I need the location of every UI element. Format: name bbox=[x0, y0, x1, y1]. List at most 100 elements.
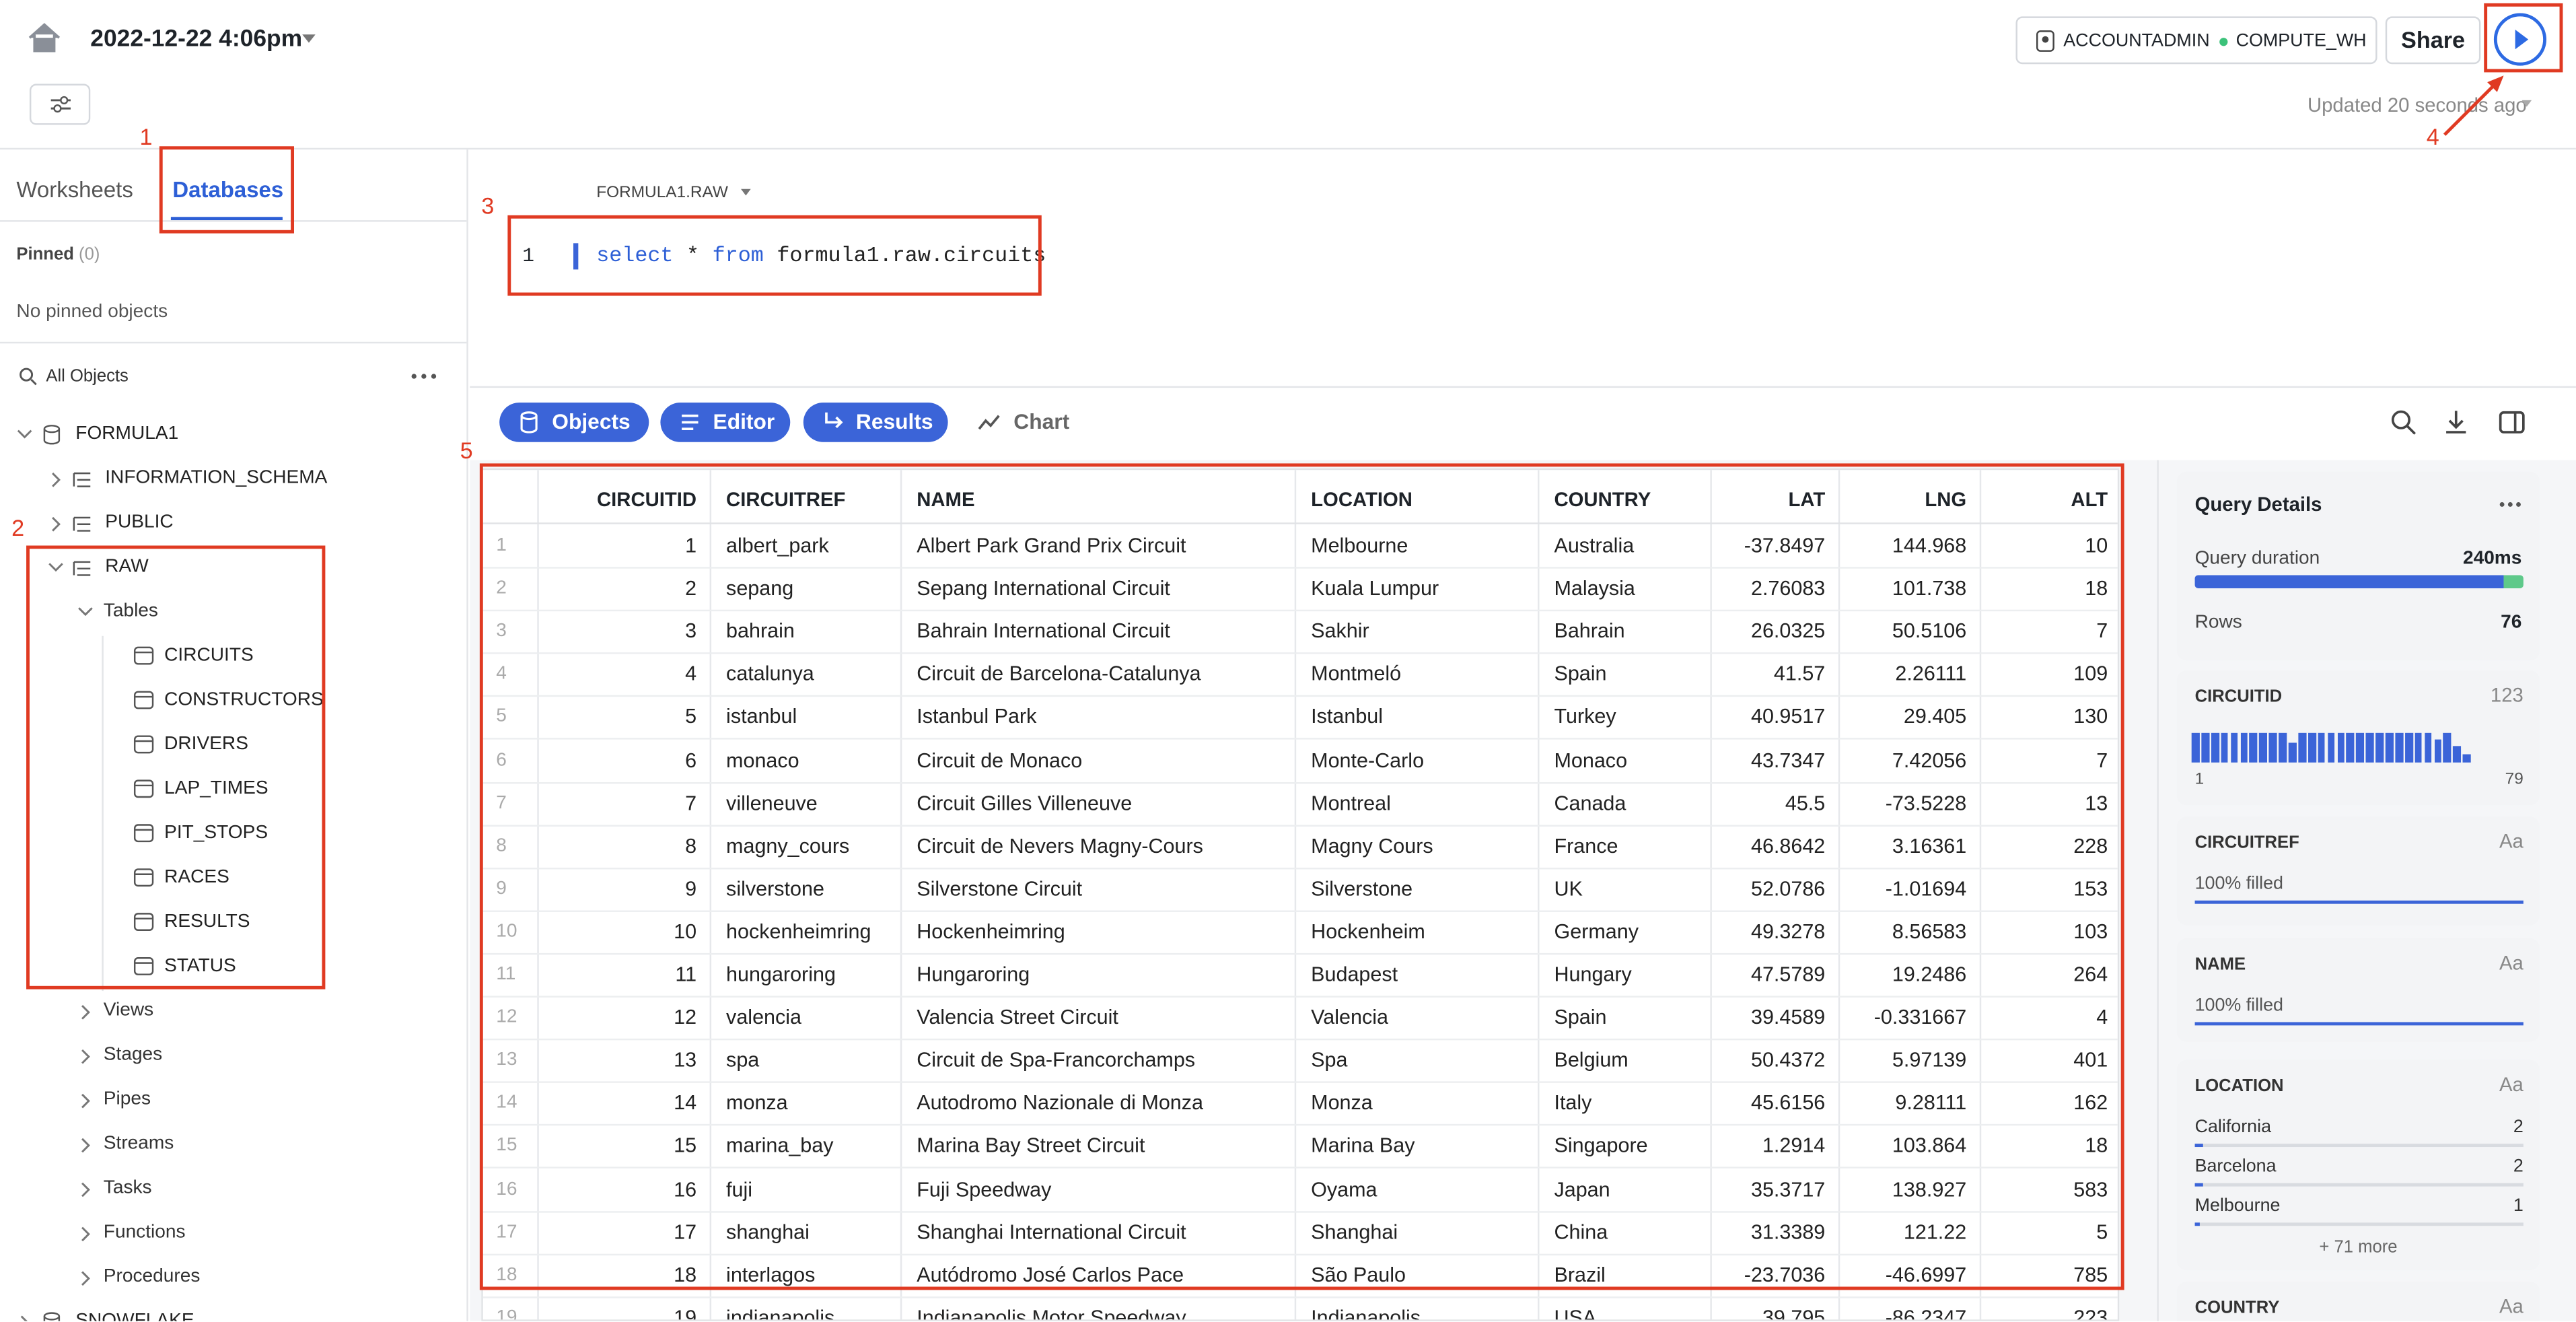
context-selector[interactable]: FORMULA1.RAW bbox=[596, 184, 728, 203]
code-line[interactable]: select * from formula1.raw.circuits bbox=[596, 243, 1059, 269]
tree-item[interactable]: Stages bbox=[103, 1045, 163, 1065]
cell: 46.8642 bbox=[1750, 834, 1826, 858]
cell: Kuala Lumpur bbox=[1311, 577, 1439, 600]
cell: Indianapolis Motor Speedway bbox=[917, 1306, 1186, 1321]
chart-tab[interactable]: Chart bbox=[1013, 409, 1070, 434]
tree-item[interactable]: PIT_STOPS bbox=[164, 823, 269, 843]
cell: 18 bbox=[2085, 1134, 2108, 1158]
tree-chevron bbox=[17, 429, 32, 439]
cell: 7 bbox=[2096, 749, 2108, 772]
toolbar-button[interactable]: Editor bbox=[660, 403, 791, 442]
role: ACCOUNTADMIN bbox=[2063, 31, 2210, 51]
tree-item[interactable]: RACES bbox=[164, 868, 229, 888]
toolbar-button[interactable]: Objects bbox=[499, 403, 649, 442]
cell: 7.42056 bbox=[1892, 749, 1967, 772]
row-border bbox=[482, 996, 2118, 998]
context-pill[interactable]: ACCOUNTADMIN COMPUTE_WH bbox=[2015, 16, 2377, 65]
row-border bbox=[482, 610, 2118, 612]
cell: Belgium bbox=[1554, 1049, 1629, 1072]
sidebar-tab[interactable]: Worksheets bbox=[16, 177, 133, 203]
tree-item[interactable]: LAP_TIMES bbox=[164, 779, 269, 799]
cell: 13 bbox=[2085, 791, 2108, 814]
cell: 138.927 bbox=[1892, 1177, 1967, 1201]
cell: 50.5106 bbox=[1892, 619, 1967, 643]
tree-item[interactable]: Procedures bbox=[103, 1267, 201, 1287]
run-button[interactable] bbox=[2492, 11, 2548, 67]
tree-item[interactable]: INFORMATION_SCHEMA bbox=[105, 468, 328, 489]
query-details: Query Details Query duration 240ms Rows 76 CI… bbox=[2159, 460, 2576, 1321]
button-label: Results bbox=[855, 409, 933, 434]
button-label: Objects bbox=[552, 409, 631, 434]
column-type: Aa bbox=[2499, 829, 2524, 854]
panel-toggle[interactable] bbox=[2499, 409, 2525, 436]
search-results[interactable] bbox=[2390, 409, 2417, 436]
cell: 2 bbox=[685, 577, 697, 600]
cursor-bar bbox=[573, 243, 579, 270]
cell: 19 bbox=[674, 1306, 697, 1321]
tree-item[interactable]: Tables bbox=[103, 601, 158, 621]
cell: 4 bbox=[685, 662, 697, 686]
cell: Oyama bbox=[1311, 1177, 1378, 1201]
top-value-label: Barcelona bbox=[2194, 1156, 2277, 1177]
more-values[interactable]: + 71 more bbox=[2319, 1237, 2398, 1257]
column-divider bbox=[1710, 470, 1712, 1320]
title-caret[interactable] bbox=[301, 33, 317, 46]
histogram-bar bbox=[2327, 732, 2336, 763]
updated-caret[interactable] bbox=[2520, 98, 2534, 108]
cell: Silverstone bbox=[1311, 877, 1413, 901]
cell: Silverstone Circuit bbox=[917, 877, 1083, 901]
button-label: Editor bbox=[713, 409, 775, 434]
column-header[interactable]: LNG bbox=[1925, 488, 1967, 512]
sidebar-tab-active[interactable]: Databases bbox=[172, 177, 284, 203]
download[interactable] bbox=[2443, 409, 2469, 436]
toolbar-button[interactable]: Results bbox=[803, 403, 948, 442]
more-button[interactable] bbox=[410, 372, 437, 382]
schema-icon bbox=[73, 472, 91, 487]
share-button[interactable]: Share bbox=[2385, 16, 2481, 65]
tree-item[interactable]: SNOWFLAKE bbox=[75, 1311, 194, 1321]
tree-item[interactable]: Views bbox=[103, 1000, 154, 1021]
top-value-label: California bbox=[2194, 1117, 2272, 1138]
tree-item[interactable]: Pipes bbox=[103, 1089, 151, 1109]
column-header[interactable]: CIRCUITREF bbox=[726, 488, 846, 512]
filter-button[interactable] bbox=[29, 83, 91, 125]
tree-item[interactable]: RESULTS bbox=[164, 911, 250, 932]
tree-item[interactable]: Streams bbox=[103, 1134, 174, 1154]
cell: 14 bbox=[674, 1091, 697, 1115]
cell: 43.7347 bbox=[1750, 749, 1826, 772]
column-header[interactable]: NAME bbox=[917, 488, 975, 512]
tree-item[interactable]: CIRCUITS bbox=[164, 646, 254, 666]
context-caret[interactable] bbox=[740, 187, 753, 197]
row-number: 19 bbox=[496, 1307, 517, 1321]
row-border bbox=[482, 1253, 2118, 1255]
tree-item[interactable]: RAW bbox=[105, 557, 149, 577]
tree-item[interactable]: Tasks bbox=[103, 1178, 152, 1198]
cell: 47.5789 bbox=[1750, 963, 1826, 986]
cell: -23.7036 bbox=[1744, 1263, 1826, 1286]
tree-item[interactable]: DRIVERS bbox=[164, 734, 248, 755]
column-header[interactable]: LAT bbox=[1788, 488, 1826, 512]
column-divider bbox=[1979, 470, 1982, 1320]
tree-item[interactable]: CONSTRUCTORS bbox=[164, 690, 324, 710]
histogram-bar bbox=[2414, 732, 2423, 763]
cell: Circuit de Monaco bbox=[917, 749, 1083, 772]
worksheet-title[interactable]: 2022-12-22 4:06pm bbox=[90, 26, 303, 53]
search-icon[interactable] bbox=[18, 366, 38, 386]
row-border bbox=[482, 781, 2118, 784]
cell: Australia bbox=[1554, 534, 1635, 557]
column-header[interactable]: COUNTRY bbox=[1554, 488, 1651, 512]
annotation-label: 3 bbox=[481, 192, 495, 219]
tree-item[interactable]: PUBLIC bbox=[105, 512, 174, 532]
cell: spa bbox=[726, 1049, 760, 1072]
tree-item[interactable]: STATUS bbox=[164, 956, 236, 977]
tree-item[interactable]: FORMULA1 bbox=[75, 423, 179, 444]
column-header[interactable]: CIRCUITID bbox=[596, 488, 697, 512]
column-header[interactable]: ALT bbox=[2071, 488, 2108, 512]
detail-value: 240ms bbox=[2462, 549, 2522, 569]
column-name: CIRCUITREF bbox=[2194, 833, 2299, 854]
search-label[interactable]: All Objects bbox=[46, 366, 129, 386]
column-header[interactable]: LOCATION bbox=[1311, 488, 1412, 512]
home-icon[interactable] bbox=[26, 22, 63, 55]
warehouse: COMPUTE_WH bbox=[2235, 31, 2367, 51]
tree-item[interactable]: Functions bbox=[103, 1222, 186, 1243]
